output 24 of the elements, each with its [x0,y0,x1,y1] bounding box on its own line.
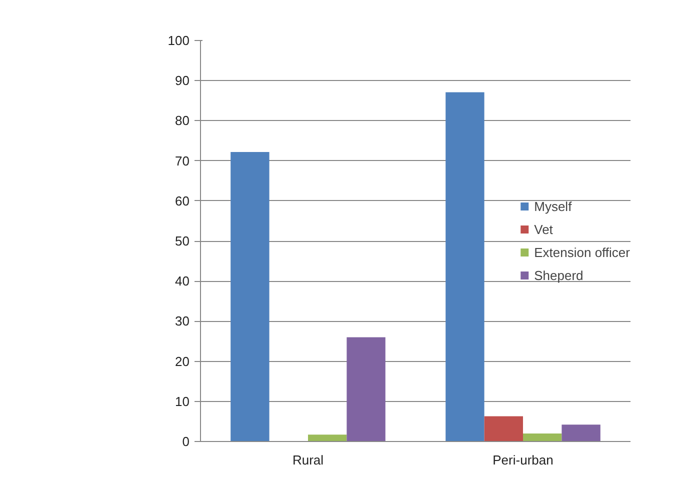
bar [446,92,484,442]
y-tick-label: 80 [175,113,190,128]
y-tick-label: 0 [182,434,190,449]
y-tick-label: 10 [175,394,190,409]
y-tick-label: 60 [175,193,190,208]
bar [562,424,600,442]
legend-label: Extension officer [534,244,630,260]
y-tick-label: 50 [175,234,190,248]
legend-label: Vet [534,222,554,236]
y-tick-label: 30 [175,314,190,329]
y-tick-label: 40 [175,274,190,289]
y-tick-label: 70 [175,153,190,168]
y-tick-label: 100 [168,33,190,48]
bar [346,337,386,442]
legend-label: Myself [534,198,572,214]
bar [523,433,562,442]
bar [484,416,523,442]
y-tick-label: 90 [175,73,190,88]
bar [308,434,347,442]
x-tick-label: Peri-urban [492,452,554,468]
y-tick-label: 20 [175,354,190,369]
bar [230,152,270,442]
legend-label: Sheperd [534,268,584,282]
x-tick-label: Rural [292,452,324,468]
